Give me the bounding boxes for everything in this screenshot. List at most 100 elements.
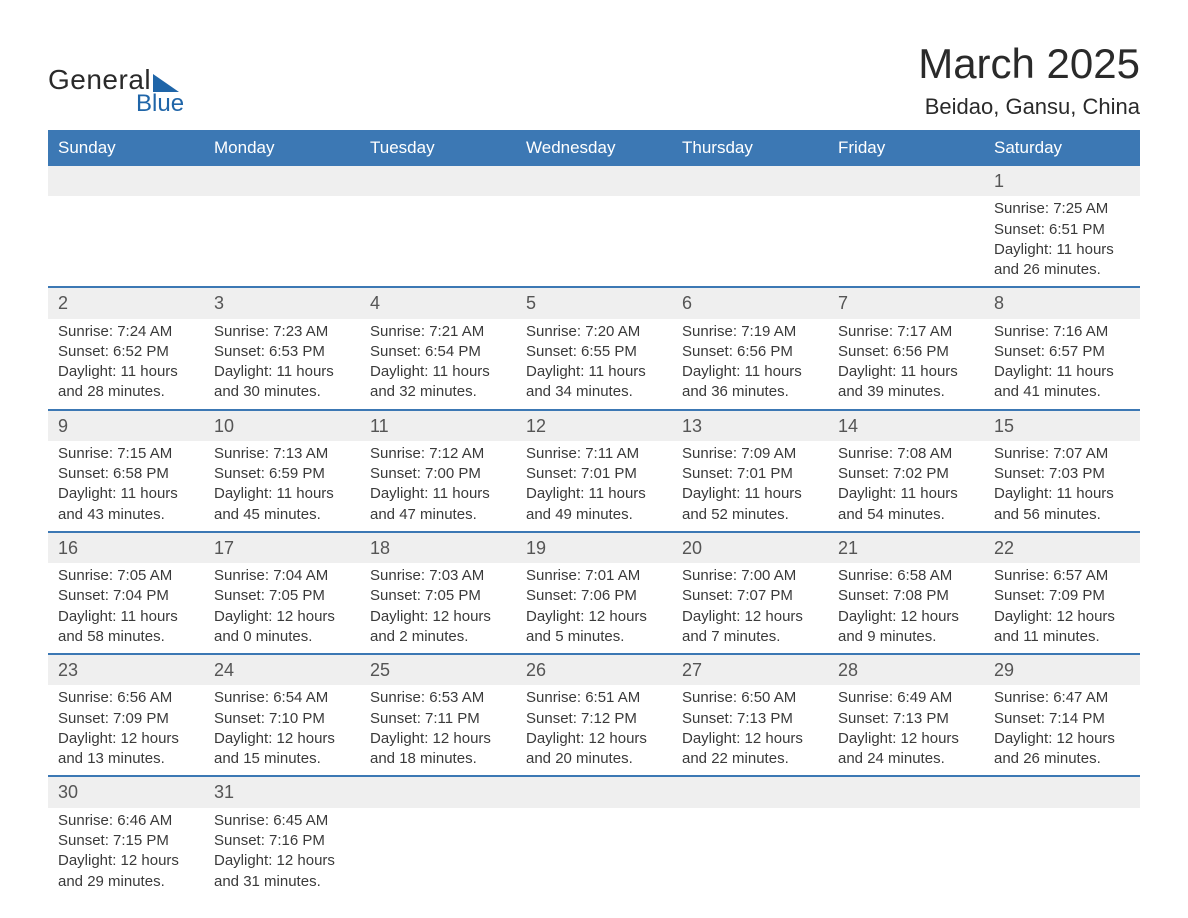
brand-text-blue: Blue xyxy=(136,90,184,118)
day-data-row: Sunrise: 7:05 AMSunset: 7:04 PMDaylight:… xyxy=(48,563,1140,654)
day-details: Sunrise: 7:13 AMSunset: 6:59 PMDaylight:… xyxy=(204,441,360,531)
day-number: 18 xyxy=(360,533,516,563)
sunset-line: Sunset: 7:15 PM xyxy=(58,831,194,851)
day-number-cell xyxy=(984,776,1140,807)
day-number-cell: 12 xyxy=(516,410,672,441)
day-number-cell: 22 xyxy=(984,532,1140,563)
day-number-cell: 2 xyxy=(48,287,204,318)
day-number-cell xyxy=(48,165,204,196)
sunrise-line: Sunrise: 6:45 AM xyxy=(214,811,350,831)
day-number: 9 xyxy=(48,411,204,441)
weekday-header: Wednesday xyxy=(516,131,672,165)
day-data-cell: Sunrise: 7:03 AMSunset: 7:05 PMDaylight:… xyxy=(360,563,516,654)
sunset-line: Sunset: 7:08 PM xyxy=(838,586,974,606)
day-details: Sunrise: 6:47 AMSunset: 7:14 PMDaylight:… xyxy=(984,685,1140,775)
day-data-cell: Sunrise: 7:24 AMSunset: 6:52 PMDaylight:… xyxy=(48,319,204,410)
day-number-cell xyxy=(672,165,828,196)
sunset-line: Sunset: 6:54 PM xyxy=(370,342,506,362)
day-data-cell: Sunrise: 6:57 AMSunset: 7:09 PMDaylight:… xyxy=(984,563,1140,654)
day-details: Sunrise: 7:15 AMSunset: 6:58 PMDaylight:… xyxy=(48,441,204,531)
day-data-cell: Sunrise: 7:04 AMSunset: 7:05 PMDaylight:… xyxy=(204,563,360,654)
day-data-cell: Sunrise: 7:25 AMSunset: 6:51 PMDaylight:… xyxy=(984,196,1140,287)
daylight-line: Daylight: 12 hours and 15 minutes. xyxy=(214,729,350,770)
daylight-line: Daylight: 11 hours and 41 minutes. xyxy=(994,362,1130,403)
day-data-cell: Sunrise: 7:01 AMSunset: 7:06 PMDaylight:… xyxy=(516,563,672,654)
day-details: Sunrise: 7:19 AMSunset: 6:56 PMDaylight:… xyxy=(672,319,828,409)
day-number: 30 xyxy=(48,777,204,807)
daylight-line: Daylight: 12 hours and 18 minutes. xyxy=(370,729,506,770)
day-details: Sunrise: 7:04 AMSunset: 7:05 PMDaylight:… xyxy=(204,563,360,653)
daylight-line: Daylight: 11 hours and 26 minutes. xyxy=(994,240,1130,281)
day-data-row: Sunrise: 7:24 AMSunset: 6:52 PM Daylight:… xyxy=(48,319,1140,410)
day-data-cell: Sunrise: 7:09 AMSunset: 7:01 PMDaylight:… xyxy=(672,441,828,532)
sunrise-line: Sunrise: 6:57 AM xyxy=(994,566,1130,586)
day-data-cell: Sunrise: 7:13 AMSunset: 6:59 PMDaylight:… xyxy=(204,441,360,532)
day-number: 17 xyxy=(204,533,360,563)
day-data-cell: Sunrise: 6:53 AMSunset: 7:11 PMDaylight:… xyxy=(360,685,516,776)
day-number: 23 xyxy=(48,655,204,685)
day-data-cell: Sunrise: 7:16 AMSunset: 6:57 PMDaylight:… xyxy=(984,319,1140,410)
sunrise-line: Sunrise: 7:07 AM xyxy=(994,444,1130,464)
day-number: 6 xyxy=(672,288,828,318)
daylight-line: Daylight: 11 hours and 30 minutes. xyxy=(214,362,350,403)
day-number-row: 9101112131415 xyxy=(48,410,1140,441)
day-number: 13 xyxy=(672,411,828,441)
day-data-cell: Sunrise: 7:08 AMSunset: 7:02 PMDaylight:… xyxy=(828,441,984,532)
daylight-line: Daylight: 11 hours and 47 minutes. xyxy=(370,484,506,525)
day-number-row: 1 xyxy=(48,165,1140,196)
daylight-line: Daylight: 11 hours and 43 minutes. xyxy=(58,484,194,525)
day-number-cell: 31 xyxy=(204,776,360,807)
day-number-cell xyxy=(204,165,360,196)
day-data-cell: Sunrise: 7:00 AMSunset: 7:07 PMDaylight:… xyxy=(672,563,828,654)
day-details: Sunrise: 6:46 AMSunset: 7:15 PMDaylight:… xyxy=(48,808,204,898)
sunrise-line: Sunrise: 7:01 AM xyxy=(526,566,662,586)
sunset-line: Sunset: 7:05 PM xyxy=(370,586,506,606)
sunset-line: Sunset: 7:01 PM xyxy=(526,464,662,484)
day-number-cell xyxy=(360,776,516,807)
day-data-cell xyxy=(828,196,984,287)
day-number-cell: 14 xyxy=(828,410,984,441)
day-data-cell xyxy=(672,196,828,287)
daylight-line: Daylight: 12 hours and 22 minutes. xyxy=(682,729,818,770)
weekday-header: Sunday xyxy=(48,131,204,165)
day-data-cell xyxy=(516,196,672,287)
sunrise-line: Sunrise: 7:13 AM xyxy=(214,444,350,464)
weekday-header-row: SundayMondayTuesdayWednesdayThursdayFrid… xyxy=(48,131,1140,165)
day-data-cell: Sunrise: 6:56 AMSunset: 7:09 PMDaylight:… xyxy=(48,685,204,776)
sunrise-line: Sunrise: 6:46 AM xyxy=(58,811,194,831)
day-number-cell: 8 xyxy=(984,287,1140,318)
day-details: Sunrise: 7:03 AMSunset: 7:05 PMDaylight:… xyxy=(360,563,516,653)
day-data-cell: Sunrise: 7:15 AMSunset: 6:58 PMDaylight:… xyxy=(48,441,204,532)
sunset-line: Sunset: 6:53 PM xyxy=(214,342,350,362)
day-details: Sunrise: 7:21 AMSunset: 6:54 PMDaylight:… xyxy=(360,319,516,409)
day-number-row: 23242526272829 xyxy=(48,654,1140,685)
day-number: 3 xyxy=(204,288,360,318)
sunset-line: Sunset: 6:52 PM xyxy=(58,342,194,362)
day-number: 10 xyxy=(204,411,360,441)
day-data-cell xyxy=(360,808,516,898)
day-details: Sunrise: 7:05 AMSunset: 7:04 PMDaylight:… xyxy=(48,563,204,653)
sunrise-line: Sunrise: 6:50 AM xyxy=(682,688,818,708)
day-number-row: 3031 xyxy=(48,776,1140,807)
day-details: Sunrise: 7:20 AMSunset: 6:55 PMDaylight:… xyxy=(516,319,672,409)
daylight-line: Daylight: 12 hours and 24 minutes. xyxy=(838,729,974,770)
day-number-row: 16171819202122 xyxy=(48,532,1140,563)
sunset-line: Sunset: 7:06 PM xyxy=(526,586,662,606)
header: General Blue March 2025 Beidao, Gansu, C… xyxy=(48,40,1140,120)
daylight-line: Daylight: 12 hours and 20 minutes. xyxy=(526,729,662,770)
day-number: 31 xyxy=(204,777,360,807)
sunrise-line: Sunrise: 7:24 AM xyxy=(58,322,194,342)
day-number-cell: 17 xyxy=(204,532,360,563)
day-number-cell: 26 xyxy=(516,654,672,685)
daylight-line: Daylight: 11 hours and 54 minutes. xyxy=(838,484,974,525)
day-number: 2 xyxy=(48,288,204,318)
weekday-header: Tuesday xyxy=(360,131,516,165)
sunset-line: Sunset: 7:00 PM xyxy=(370,464,506,484)
sunrise-line: Sunrise: 7:00 AM xyxy=(682,566,818,586)
day-number-cell: 16 xyxy=(48,532,204,563)
day-data-cell xyxy=(360,196,516,287)
sunrise-line: Sunrise: 6:49 AM xyxy=(838,688,974,708)
day-number-cell xyxy=(516,165,672,196)
sunset-line: Sunset: 7:09 PM xyxy=(58,709,194,729)
day-data-cell: Sunrise: 7:21 AMSunset: 6:54 PMDaylight:… xyxy=(360,319,516,410)
